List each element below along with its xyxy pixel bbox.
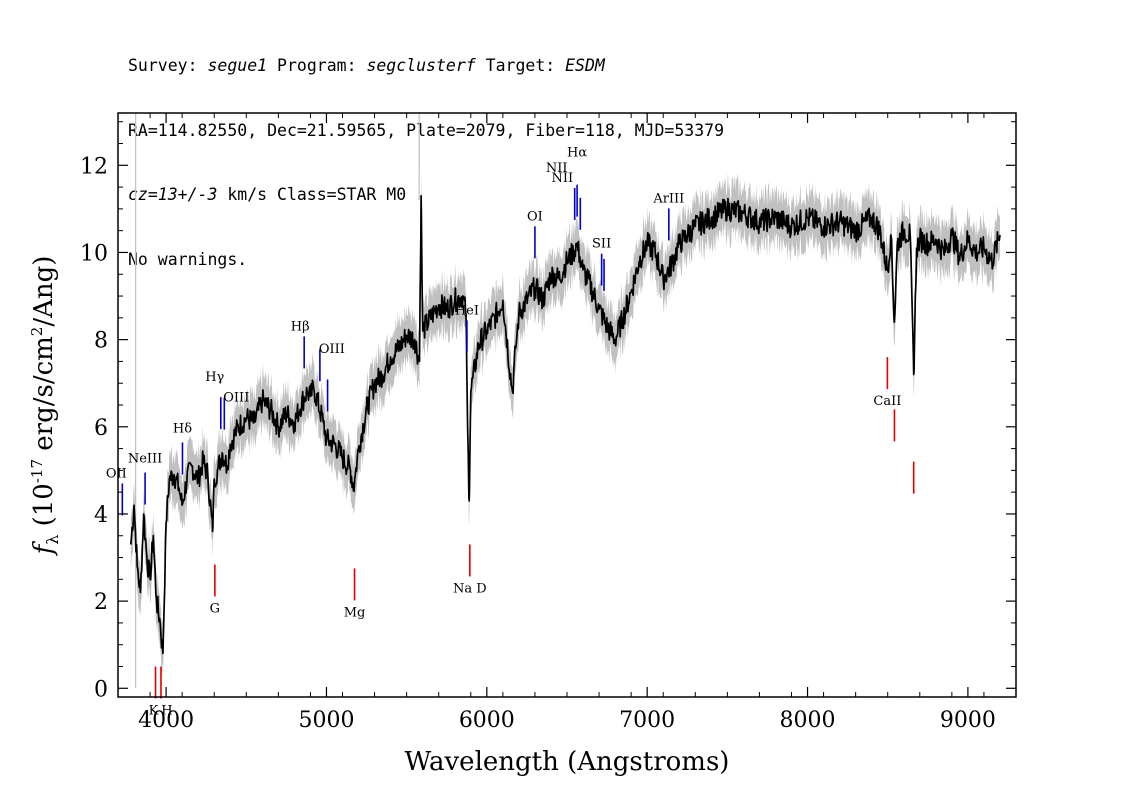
absorption-label-3: Mg: [344, 605, 366, 620]
emission-label-1: NeIII: [128, 452, 162, 467]
survey-value: segue1: [207, 56, 268, 75]
emission-label-10: NII: [546, 161, 568, 176]
program-label: Program:: [267, 56, 367, 75]
emission-label-8: HeI: [455, 303, 479, 318]
header-line-2: RA=114.82550, Dec=21.59565, Plate=2079, …: [128, 120, 725, 140]
x-tick-label-5: 9000: [940, 708, 996, 733]
x-tick-label-3: 7000: [619, 708, 675, 733]
header-line-3: cz=13+/-3 km/s Class=STAR M0: [128, 184, 724, 206]
emission-label-15: ArIII: [652, 191, 684, 206]
absorption-label-0: K: [149, 703, 159, 718]
survey-label: Survey:: [128, 56, 208, 75]
emission-label-13: SII: [592, 237, 611, 252]
emission-label-2: Hδ: [173, 421, 192, 436]
y-tick-label-0: 0: [94, 677, 108, 702]
class-value: km/s Class=STAR M0: [217, 185, 407, 204]
emission-label-9: OI: [527, 209, 543, 224]
redshift-value: cz=13+/-3: [128, 185, 218, 204]
spectrum-header: Survey: segue1 Program: segclusterf Targ…: [128, 12, 724, 292]
spectrum-line: [129, 194, 1001, 655]
absorption-label-5: CaII: [873, 394, 901, 409]
y-tick-label-4: 8: [94, 329, 108, 354]
x-tick-label-2: 6000: [459, 708, 515, 733]
y-tick-label-6: 12: [80, 154, 108, 179]
emission-label-5: Hβ: [291, 319, 310, 334]
header-line-4: No warnings.: [128, 249, 248, 269]
y-tick-label-3: 6: [94, 416, 108, 441]
program-value: segclusterf: [366, 56, 476, 75]
y-tick-label-1: 2: [94, 590, 108, 615]
absorption-label-2: G: [210, 602, 220, 617]
emission-label-4: OIII: [223, 391, 249, 406]
emission-label-3: Hγ: [205, 370, 224, 385]
target-value: ESDM: [565, 56, 605, 75]
x-axis-label: Wavelength (Angstroms): [405, 747, 730, 777]
absorption-label-1: H: [161, 703, 172, 718]
x-tick-label-1: 5000: [298, 708, 354, 733]
y-tick-label-2: 4: [94, 503, 108, 528]
target-label: Target:: [475, 56, 566, 75]
emission-label-11: Hα: [567, 146, 587, 161]
x-tick-label-0: 4000: [138, 708, 194, 733]
y-tick-label-5: 10: [80, 241, 108, 266]
header-line-1: Survey: segue1 Program: segclusterf Targ…: [128, 55, 724, 77]
emission-label-6: OIII: [319, 342, 345, 357]
y-axis-label: fλ (10-17 erg/s/cm2/Ang): [28, 256, 62, 557]
emission-label-0: OII: [106, 466, 127, 481]
emission-label-12: NII: [551, 171, 573, 186]
x-tick-label-4: 8000: [780, 708, 836, 733]
error-band: [130, 172, 1001, 682]
absorption-label-4: Na D: [453, 581, 487, 596]
